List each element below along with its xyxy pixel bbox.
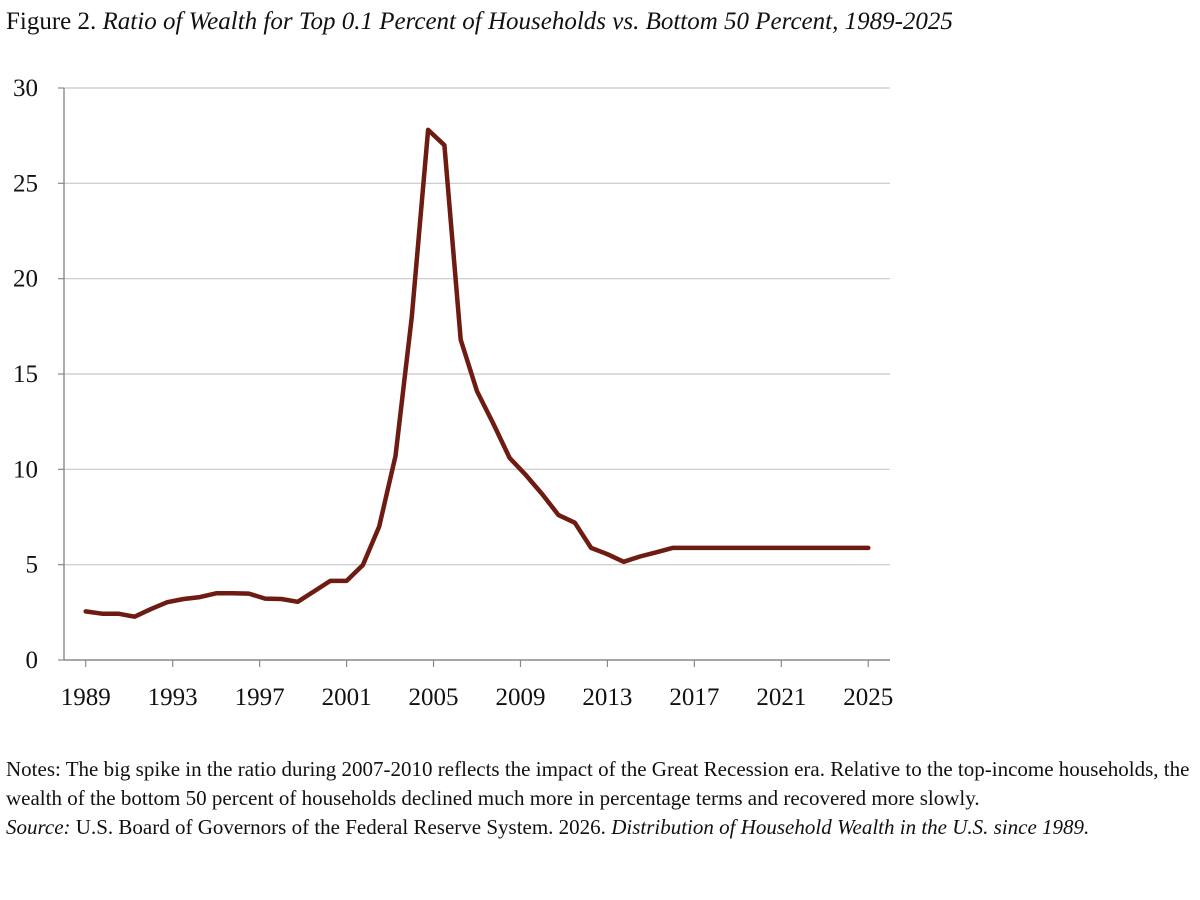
x-tick-label-2005: 2005 (409, 684, 459, 711)
x-tick-label-2017: 2017 (669, 684, 719, 711)
source-line: Source: U.S. Board of Governors of the F… (6, 813, 1196, 842)
y-axis-ticks: 0 5 10 15 20 25 30 (13, 75, 64, 674)
x-tick-label-2001: 2001 (322, 684, 372, 711)
notes-section: Notes: The big spike in the ratio during… (6, 755, 1196, 842)
figure-title: Figure 2. Ratio of Wealth for Top 0.1 Pe… (6, 6, 953, 38)
y-tick-label-0: 0 (26, 647, 39, 674)
x-tick-label-2021: 2021 (756, 684, 806, 711)
x-axis-ticks: 1989 1993 1997 2001 2005 2009 2013 2017 2021 2025 (61, 660, 893, 711)
y-tick-label-20: 20 (13, 266, 38, 293)
x-tick-label-2013: 2013 (582, 684, 632, 711)
x-tick-label-1997: 1997 (235, 684, 285, 711)
y-tick-label-10: 10 (13, 456, 38, 483)
source-publication: Distribution of Household Wealth in the … (611, 815, 1090, 839)
gridlines (64, 87, 890, 566)
notes-text: Notes: The big spike in the ratio during… (6, 757, 1190, 810)
y-tick-label-5: 5 (26, 552, 39, 579)
source-text: U.S. Board of Governors of the Federal R… (70, 815, 612, 839)
figure-number: Figure 2. (6, 8, 97, 35)
y-tick-label-25: 25 (13, 170, 38, 197)
series-line-1 (83, 127, 871, 619)
figure-title-text: Ratio of Wealth for Top 0.1 Percent of H… (102, 8, 953, 35)
x-tick-label-2025: 2025 (843, 684, 893, 711)
x-tick-label-1989: 1989 (61, 684, 111, 711)
y-tick-label-15: 15 (13, 361, 38, 388)
series-lines (83, 127, 871, 619)
y-tick-label-30: 30 (13, 75, 38, 102)
x-tick-label-2009: 2009 (495, 684, 545, 711)
x-tick-label-1993: 1993 (148, 684, 198, 711)
source-label: Source: (6, 815, 71, 839)
